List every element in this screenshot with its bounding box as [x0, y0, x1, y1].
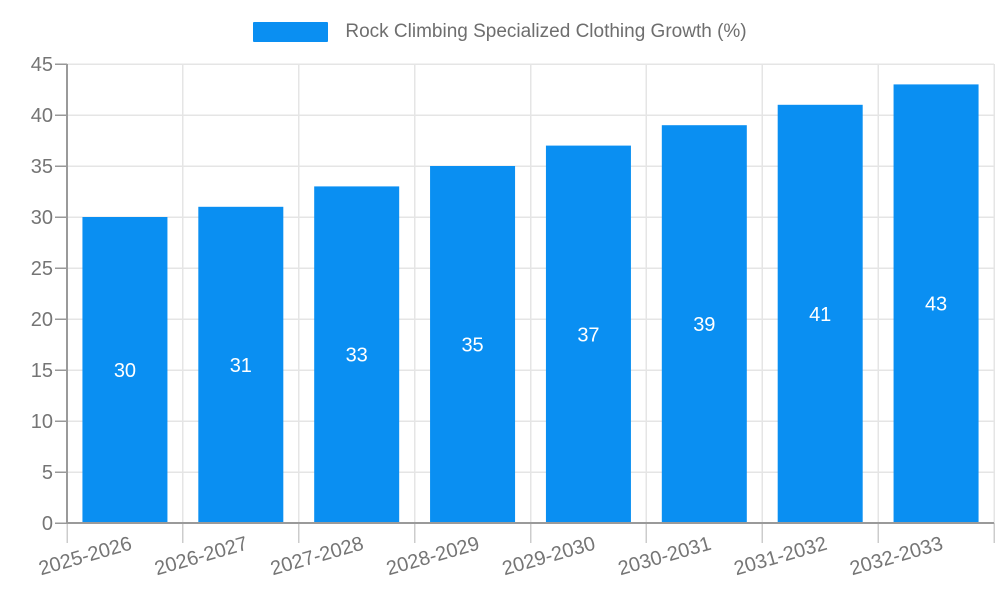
bar-2025-2026[interactable] [82, 217, 168, 523]
bar-2029-2030[interactable] [545, 145, 631, 523]
y-axis-label: 15 [31, 360, 53, 382]
bar-2028-2029[interactable] [430, 166, 516, 523]
bar-value-label: 33 [346, 345, 368, 367]
bar-2031-2032[interactable] [777, 104, 863, 524]
y-axis-label: 5 [42, 462, 53, 484]
bar-value-label: 41 [809, 304, 831, 326]
y-axis-label: 25 [31, 258, 53, 280]
bar-2027-2028[interactable] [314, 186, 400, 523]
bar-2030-2031[interactable] [661, 125, 747, 523]
bar-value-label: 30 [114, 360, 136, 382]
x-axis-label: 2028-2029 [384, 533, 482, 581]
y-axis-label: 40 [31, 105, 53, 127]
legend-swatch [253, 22, 329, 42]
y-axis-label: 20 [31, 309, 53, 331]
bar-value-label: 37 [577, 324, 599, 346]
bar-value-label: 31 [230, 355, 252, 377]
x-axis-label: 2027-2028 [268, 533, 366, 581]
bar-value-label: 39 [693, 314, 715, 336]
y-axis-label: 0 [42, 513, 53, 535]
y-axis-label: 10 [31, 411, 53, 433]
y-axis-label: 35 [31, 156, 53, 178]
x-axis-label: 2026-2027 [152, 533, 250, 581]
bar-2026-2027[interactable] [198, 206, 284, 524]
y-axis-label: 45 [31, 54, 53, 76]
x-axis-label: 2029-2030 [500, 533, 598, 581]
bar-value-label: 35 [461, 335, 483, 357]
chart-legend[interactable]: Rock Climbing Specialized Clothing Growt… [0, 20, 1000, 44]
bar-value-label: 43 [925, 294, 947, 316]
y-axis-label: 30 [31, 207, 53, 229]
x-axis-label: 2025-2026 [36, 533, 134, 581]
x-axis-label: 2031-2032 [732, 533, 830, 581]
x-axis-label: 2032-2033 [847, 533, 945, 581]
legend-label: Rock Climbing Specialized Clothing Growt… [345, 21, 747, 42]
bar-2032-2033[interactable] [893, 84, 979, 524]
x-axis-label: 2030-2031 [616, 533, 714, 581]
